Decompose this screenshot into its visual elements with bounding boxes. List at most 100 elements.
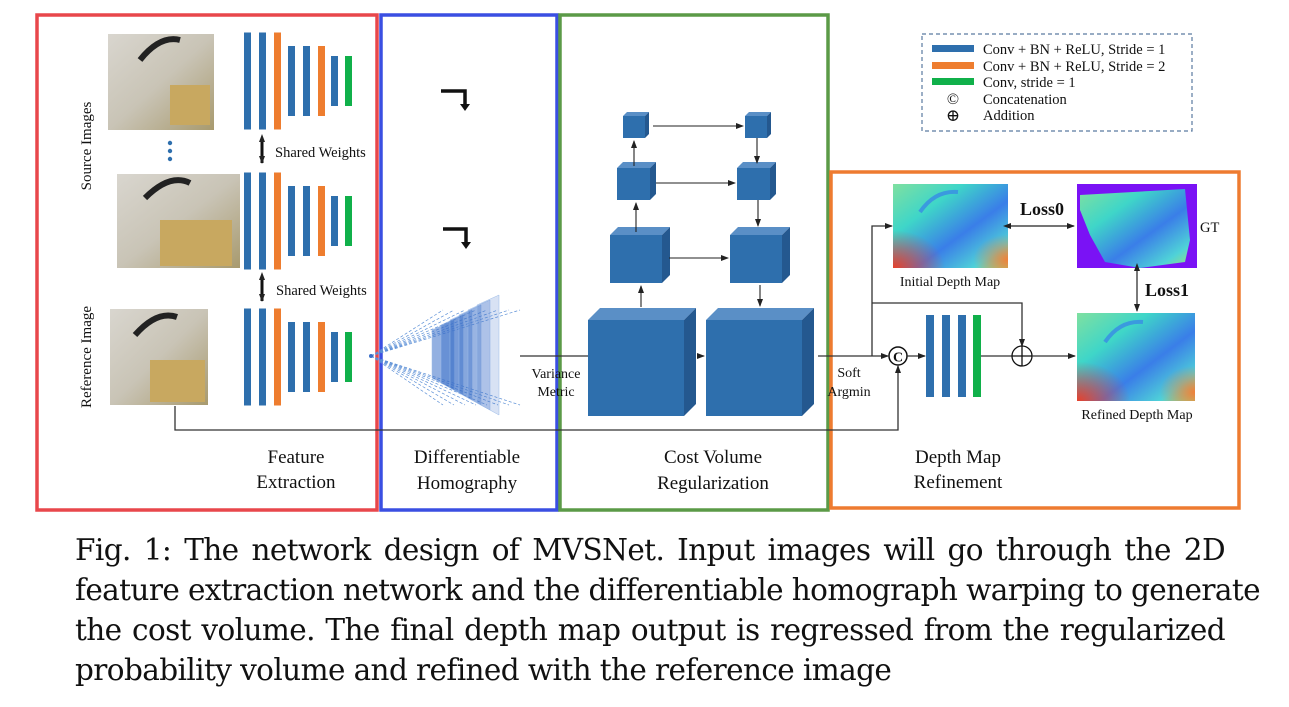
addition-symbol [1012,346,1032,366]
shared-weights-label: Shared Weights [276,283,367,299]
legend-label: Conv + BN + ReLU, Stride = 2 [983,59,1165,75]
volume-cube [617,162,656,200]
ground-truth-depth-image [1077,184,1197,268]
caption-line: probability volume and refined with the … [75,653,892,687]
concatenation-symbol: C [893,351,903,366]
initial-depth-map-image [893,184,1008,268]
conv-layer-bar [244,308,251,406]
warp-arrow-head [461,242,471,249]
reference-skip-line [174,365,901,431]
conv-layer-bar [303,186,310,256]
conv-layer-bar [318,322,325,392]
volume-cube [737,162,776,200]
loss0-label: Loss0 [1020,199,1064,219]
source-image-2 [117,174,240,268]
feature-extraction-layers [244,32,352,406]
conv-layer-bar [318,186,325,256]
refined-depth-map-label: Refined Depth Map [1081,408,1192,423]
gt-label: GT [1200,220,1219,236]
cost-volume-regularization-panel [558,13,830,512]
variance-metric-label: Variance [532,367,581,382]
conv-layer-bar [288,46,295,116]
conv-layer-bar [331,56,338,106]
conv-layer-bar [274,308,281,406]
figure-caption: Fig. 1: The network design of MVSNet. In… [75,530,1261,690]
refinement-title: Depth Map [915,447,1001,468]
concatenation-icon: © [947,91,959,108]
refined-depth-map-image [1077,313,1195,401]
homography-title: Homography [417,473,518,494]
volume-cube [706,308,814,416]
shared-weights-label: Shared Weights [275,145,366,161]
legend-label: Conv, stride = 1 [983,75,1076,91]
conv-layer-bar [345,56,352,106]
feature-extraction-title: Extraction [256,472,336,493]
conv-layer-bar [288,322,295,392]
conv-layer-bar [331,332,338,382]
reference-image-label: Reference Image [79,306,95,408]
refinement-layers [926,315,981,397]
source-image-1 [108,34,214,130]
source-images-label: Source Images [79,101,95,190]
frustum-ray [370,309,488,357]
volume-cube [623,112,649,138]
conv-layer-bar [259,32,266,130]
soft-argmin-label: Argmin [827,385,870,400]
legend-swatch-stride1 [932,45,974,52]
volume-cube [610,227,670,283]
warp-arrow-icon [441,89,467,106]
legend: © ⊕ Conv + BN + ReLU, Stride = 1 Conv + … [921,33,1193,132]
legend-label: Addition [983,108,1035,124]
cost-volume-title: Regularization [657,473,769,494]
volume-cube [745,112,771,138]
legend-swatch-conv [932,78,974,85]
legend-label: Concatenation [983,92,1068,108]
homography-title: Differentiable [414,447,520,468]
camera-center [369,354,373,358]
frustum-ray [370,355,444,406]
depth-plane [476,294,500,416]
legend-swatch-stride2 [932,62,974,69]
differentiable-homography-panel [379,13,559,512]
frustum-ray [370,355,488,406]
loss1-label: Loss1 [1145,280,1189,300]
feature-extraction-panel [35,13,379,512]
refinement-title: Refinement [914,472,1003,493]
plane-sweep-volume [369,294,521,416]
volume-cube [730,227,790,283]
frustum-ray [370,309,455,357]
warp-arrow-head [460,104,470,111]
conv-layer-bar [274,172,281,270]
frustum-ray [370,309,477,357]
cost-volume-title: Cost Volume [664,447,762,468]
frustum-ray [370,355,510,406]
conv-layer-bar [331,196,338,246]
volume-cube [588,308,696,416]
frustum-ray [370,355,499,406]
frustum-ray [370,309,444,357]
frustum-ray [370,355,466,406]
conv-layer-bar [303,46,310,116]
soft-argmin-label: Soft [837,366,860,381]
mvsnet-diagram: Source Images Reference Image Shared Wei… [35,13,1241,512]
flow-line [872,302,1025,347]
variance-metric-label: Metric [537,385,574,400]
depth-map-refinement-panel [829,170,1241,510]
caption-line: the cost volume. The final depth map out… [75,613,1226,647]
frustum-ray [370,355,455,406]
frustum-ray [370,355,521,406]
conv-layer-bar [318,46,325,116]
conv-layer-bar [259,172,266,270]
warp-arrow-icon [443,227,468,244]
initial-depth-map-label: Initial Depth Map [900,275,1000,290]
conv-layer-bar [345,332,352,382]
caption-line: feature extraction network and the diffe… [75,573,1261,607]
conv-layer-bar [303,322,310,392]
conv-layer-bar [274,32,281,130]
frustum-ray [370,355,477,406]
caption-line: Fig. 1: The network design of MVSNet. In… [75,533,1226,567]
conv-layer-bar [288,186,295,256]
flow-line [871,223,893,356]
feature-extraction-title: Feature [268,447,325,468]
cost-volume-3d-unet [588,112,814,416]
